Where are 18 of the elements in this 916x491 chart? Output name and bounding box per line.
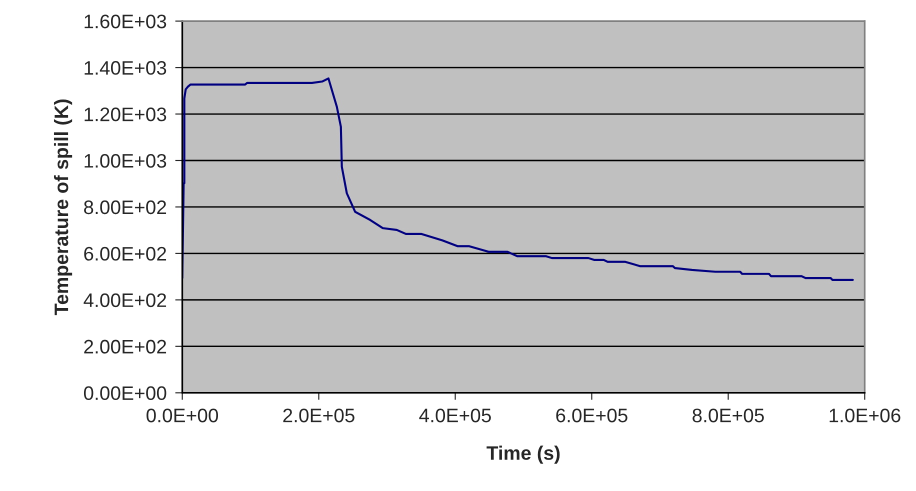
x-tick-label: 8.0E+05 (692, 408, 764, 422)
y-tick-label: 0.00E+00 (84, 386, 166, 400)
y-tick-label: 1.40E+03 (84, 61, 166, 75)
x-axis-title: Time (s) (486, 446, 560, 464)
x-tick-label: 0.0E+00 (146, 408, 218, 422)
y-tick-label: 1.60E+03 (84, 14, 166, 28)
y-axis-title: Temperature of spill (K) (54, 100, 72, 316)
x-tick-label: 2.0E+05 (283, 408, 354, 422)
y-tick-label: 4.00E+02 (84, 293, 166, 308)
y-tick-label: 1.00E+03 (84, 154, 166, 168)
y-tick-label: 8.00E+02 (84, 200, 166, 214)
x-tick-label: 1.0E+06 (830, 408, 900, 422)
x-tick-label: 6.0E+05 (556, 408, 628, 422)
y-tick-label: 1.20E+03 (84, 108, 166, 122)
y-tick-label: 6.00E+02 (84, 246, 166, 261)
y-tick-label: 2.00E+02 (84, 340, 166, 354)
line-series (182, 77, 854, 281)
x-tick-label: 4.0E+05 (419, 408, 491, 422)
